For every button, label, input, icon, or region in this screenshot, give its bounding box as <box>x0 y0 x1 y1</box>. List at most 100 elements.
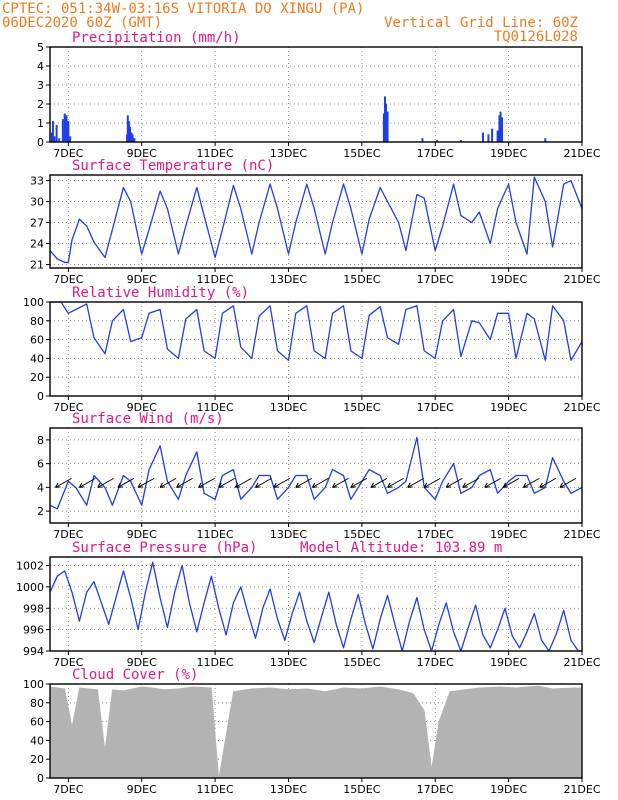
x-tick-label: 21DEC <box>563 401 600 414</box>
precip-bar <box>130 132 133 142</box>
wind-arrow-head <box>137 482 141 488</box>
wind-arrow-head <box>312 486 318 488</box>
x-tick-label: 13DEC <box>270 273 307 286</box>
precip-bar <box>65 115 68 142</box>
precip-bar <box>544 138 547 142</box>
wind-arrow-head <box>55 482 59 488</box>
x-tick-label: 15DEC <box>343 783 380 796</box>
x-tick-label: 13DEC <box>270 656 307 669</box>
x-tick-label: 21DEC <box>563 528 600 541</box>
precip-bar <box>382 113 385 142</box>
precip-bar <box>421 138 424 142</box>
precip-bar <box>51 121 54 142</box>
wind-arrow-head <box>198 482 202 488</box>
precip-bar <box>385 104 388 142</box>
x-tick-label: 11DEC <box>197 656 234 669</box>
y-tick-label: 24 <box>30 238 44 251</box>
y-tick-label: 100 <box>23 678 44 691</box>
y-tick-label: 0 <box>37 772 44 785</box>
panel-frame <box>49 301 583 397</box>
wind-arrow <box>539 477 557 488</box>
precip-bar <box>133 138 136 142</box>
x-tick-label: 7DEC <box>53 528 83 541</box>
panel-frame <box>49 556 583 652</box>
wind-arrow <box>218 477 236 488</box>
x-tick-label: 17DEC <box>417 147 454 160</box>
wind-arrow-head <box>176 486 182 488</box>
wind-arrow-head <box>218 482 222 488</box>
wind-arrow-head <box>445 482 450 488</box>
panel-title: Precipitation (mm/h) <box>72 30 241 46</box>
wind-arrow-head <box>407 486 413 488</box>
precip-bar <box>126 115 129 142</box>
wind-arrow <box>462 477 480 488</box>
wind-arrow-head <box>117 482 121 488</box>
y-tick-label: 8 <box>37 434 44 447</box>
x-tick-label: 17DEC <box>417 401 454 414</box>
wind-arrow-head <box>539 482 543 488</box>
y-tick-label: 4 <box>37 481 44 494</box>
x-tick-label: 7DEC <box>53 273 83 286</box>
wind-arrow-head <box>407 482 411 488</box>
wind-arrow-head <box>159 482 164 488</box>
wind-arrow-head <box>79 486 85 488</box>
panel-5: Surface Pressure (hPa) Model Altitude: 10… <box>16 540 601 669</box>
wind-arrow <box>423 477 441 488</box>
x-tick-label: 9DEC <box>127 656 157 669</box>
wind-arrow <box>446 477 463 488</box>
wind-arrow <box>370 477 388 488</box>
wind-arrow <box>350 477 368 488</box>
wind-arrow <box>273 477 291 488</box>
wind-arrow-head <box>370 486 377 488</box>
wind-arrow <box>97 477 114 488</box>
precip-bar <box>67 121 70 142</box>
y-tick-label: 998 <box>23 602 44 615</box>
precip-bar <box>501 117 504 142</box>
precip-bar <box>61 119 64 142</box>
wind-arrow <box>176 477 193 488</box>
wind-arrow <box>502 477 520 488</box>
wind-arrow <box>312 477 329 488</box>
x-tick-label: 7DEC <box>53 656 83 669</box>
y-tick-label: 20 <box>30 753 44 766</box>
wind-arrow-head <box>117 486 123 488</box>
y-tick-label: 2 <box>37 98 44 111</box>
wind-arrow-head <box>273 486 279 488</box>
wind-arrow-head <box>370 482 374 488</box>
y-tick-label: 27 <box>30 217 44 230</box>
wind-arrow-head <box>273 482 277 488</box>
y-tick-label: 21 <box>30 259 44 272</box>
y-tick-label: 60 <box>30 716 44 729</box>
wind-arrow <box>159 477 177 488</box>
wind-arrow-head <box>559 486 566 488</box>
precip-bar <box>55 124 58 142</box>
panel-frame <box>49 683 583 779</box>
wind-arrow <box>137 477 155 488</box>
x-tick-label: 11DEC <box>197 783 234 796</box>
wind-arrow-head <box>502 482 507 488</box>
wind-arrow-head <box>295 482 299 488</box>
precip-bar <box>69 136 72 142</box>
x-tick-label: 17DEC <box>417 656 454 669</box>
x-tick-label: 7DEC <box>53 783 83 796</box>
x-tick-label: 19DEC <box>490 401 527 414</box>
precip-bar <box>436 140 439 142</box>
y-tick-label: 3 <box>37 79 44 92</box>
series-line <box>50 301 583 361</box>
wind-arrow-head <box>97 482 101 488</box>
x-tick-label: 9DEC <box>127 783 157 796</box>
panel-title: Surface Pressure (hPa) <box>72 540 257 556</box>
x-tick-label: 17DEC <box>417 783 454 796</box>
panel-title: Relative Humidity (%) <box>72 285 249 301</box>
panel-frame <box>49 46 583 143</box>
wind-arrow-head <box>160 486 166 488</box>
precip-bar <box>131 134 134 142</box>
x-tick-label: 19DEC <box>490 273 527 286</box>
wind-arrow-head <box>350 486 356 488</box>
header-station: CPTEC: 051:34W-03:16S VITORIA DO XINGU (… <box>2 1 364 17</box>
header-date: 06DEC2020 60Z (GMT) <box>2 15 162 31</box>
y-tick-label: 30 <box>30 196 44 209</box>
panel-2: Surface Temperature (nC) 21 24 27 30 33 7DEC 9D… <box>30 158 601 286</box>
y-tick-label: 20 <box>30 371 44 384</box>
